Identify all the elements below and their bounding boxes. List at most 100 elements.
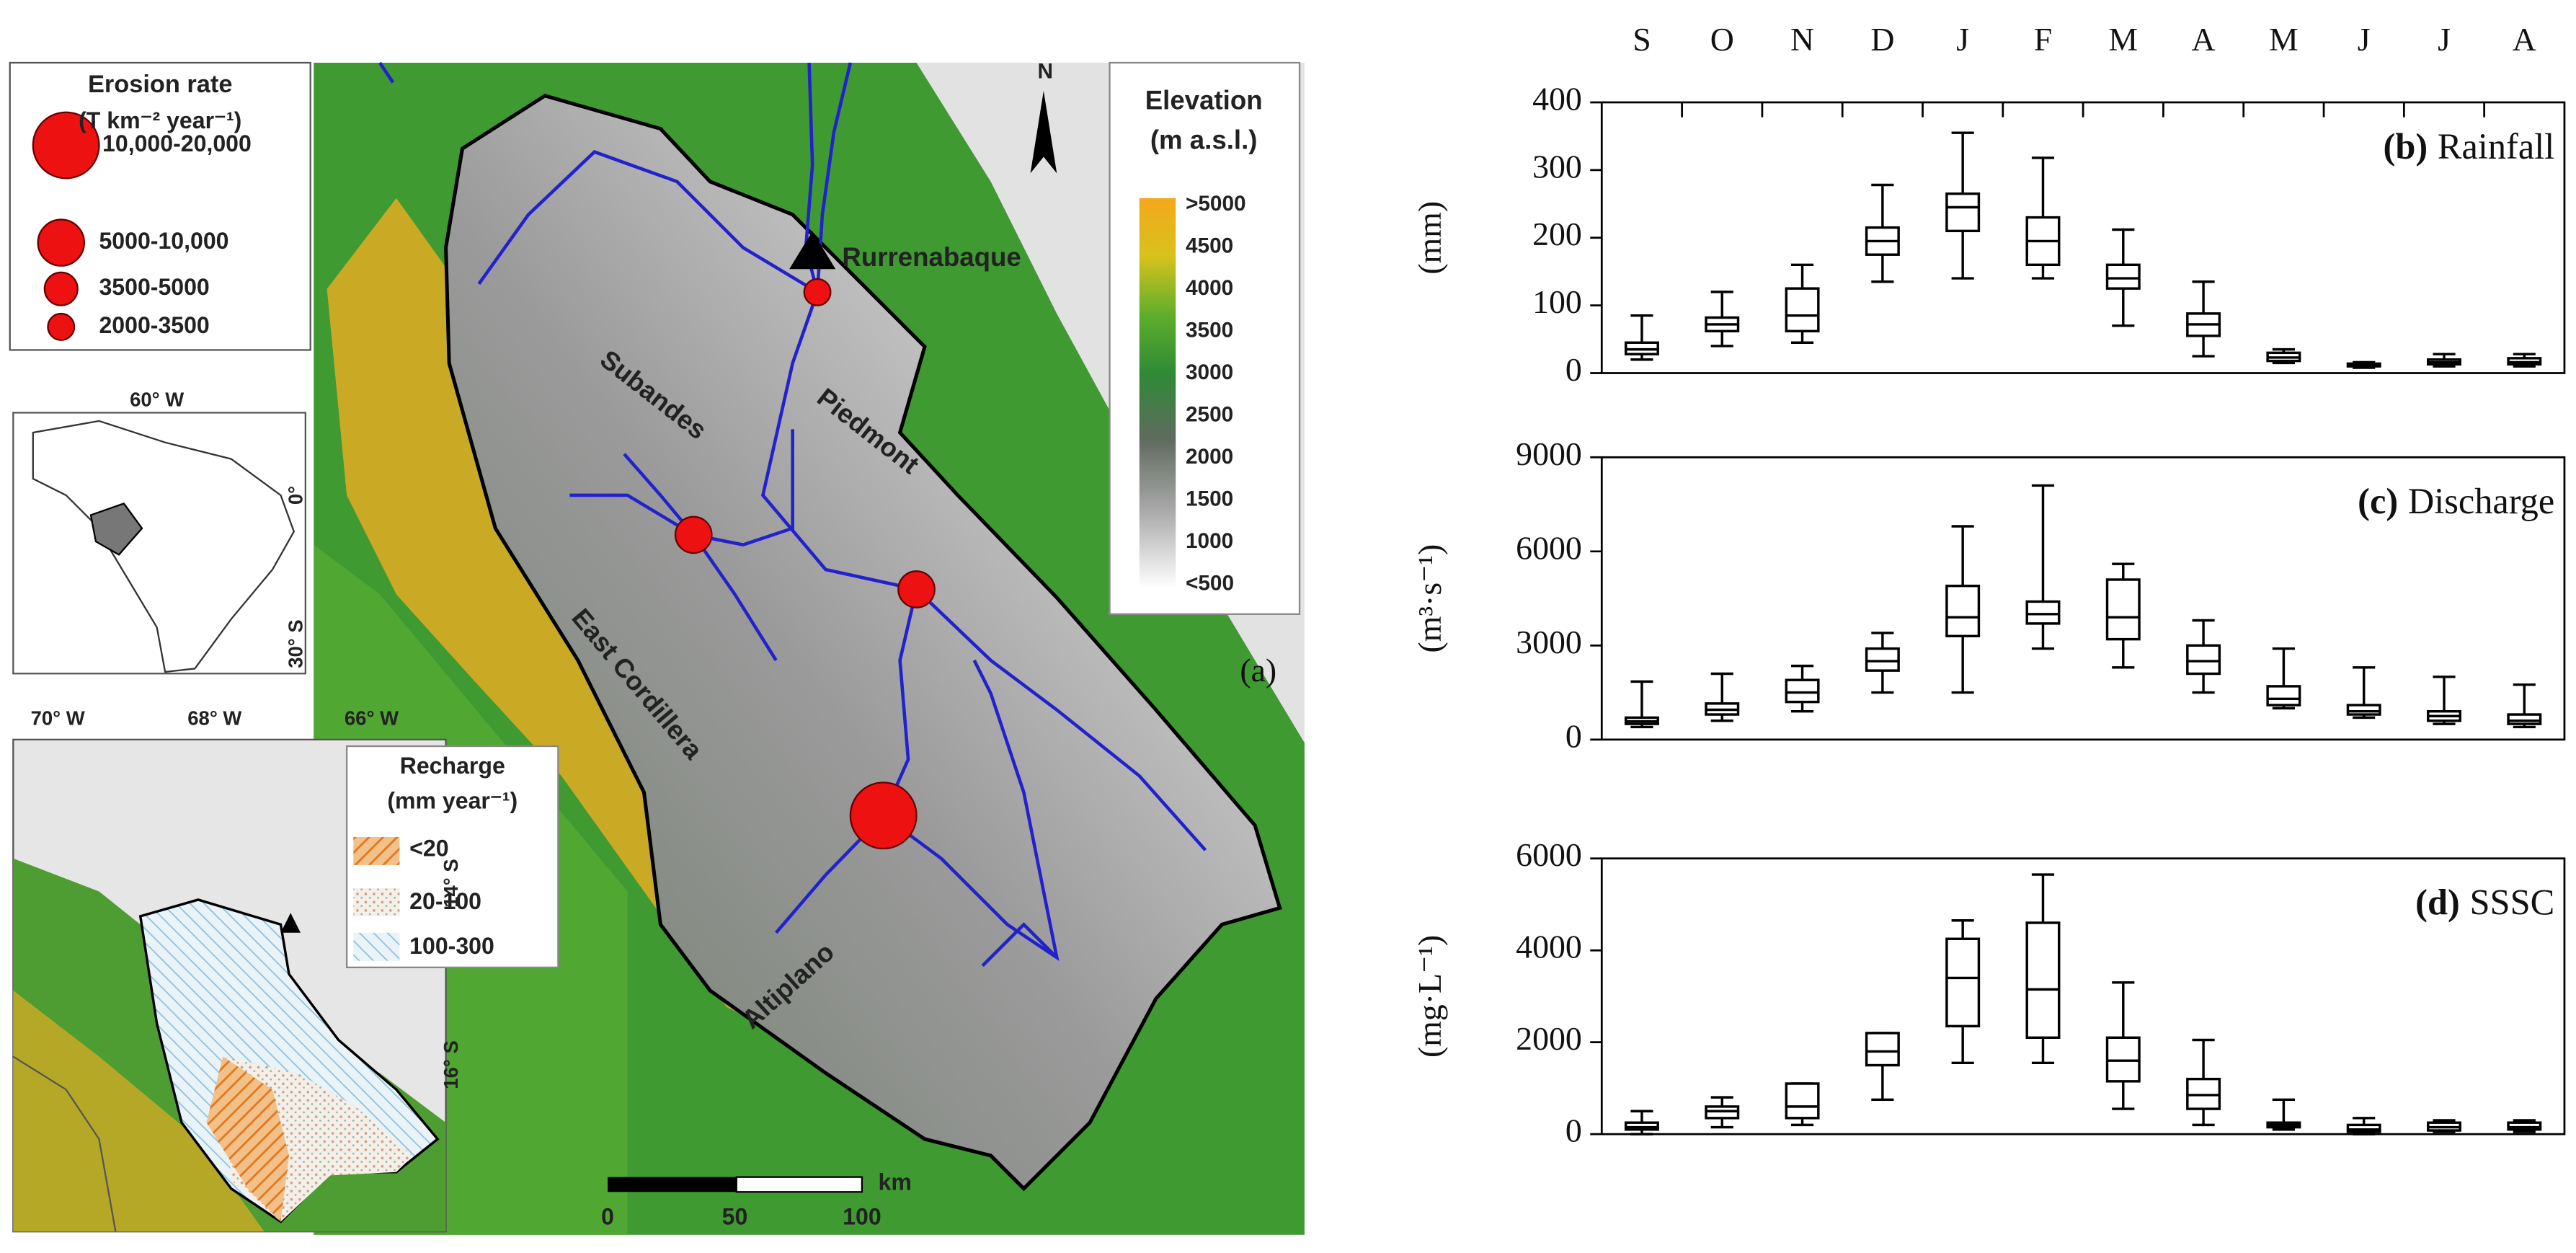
box: [2507, 713, 2542, 725]
legend-label: >5000: [1186, 192, 1246, 216]
box-plot: [1624, 314, 1659, 361]
x-tick-label: J: [2438, 21, 2451, 58]
coord-label: 60° W: [130, 389, 184, 411]
x-tick-label: M: [2108, 21, 2138, 58]
panel-label: (a): [1240, 652, 1276, 689]
legend-title: Recharge: [400, 753, 505, 779]
legend-swatch: [353, 932, 400, 961]
box-plot: [1785, 1082, 1820, 1127]
box: [1945, 937, 1981, 1028]
box: [2025, 600, 2061, 625]
box: [1785, 678, 1820, 704]
legend-label: 3500: [1186, 318, 1233, 342]
x-tick-label: O: [1710, 21, 1734, 58]
coord-label: 70° W: [31, 707, 85, 730]
coord-label: 30° S: [285, 619, 307, 668]
box-plot: [2427, 1119, 2461, 1133]
panel-title: (d) SSSC: [2415, 882, 2554, 923]
box-plot: [2266, 647, 2301, 710]
border: [12, 1055, 117, 1232]
high-terrain: [13, 990, 265, 1232]
box-plot: [2507, 1119, 2542, 1133]
legend-label: 100-300: [409, 933, 494, 959]
box: [1785, 287, 1820, 333]
box: [2186, 644, 2221, 676]
erosion-site: [803, 278, 832, 306]
panel-name: Discharge: [2408, 481, 2554, 521]
box-plot: [1705, 291, 1740, 347]
river: [477, 150, 819, 294]
town-marker: [280, 913, 301, 933]
y-tick-label: 0: [1565, 351, 1582, 388]
box-plot: [2025, 156, 2061, 280]
coord-label: 0°: [285, 486, 307, 505]
box-plot: [1624, 680, 1659, 729]
legend-unit: (mm year⁻¹): [387, 787, 518, 813]
box-plot: [1785, 263, 1820, 344]
box-plot: [2266, 1098, 2301, 1131]
box-plot: [1945, 131, 1981, 280]
legend-unit: (T km⁻² year⁻¹): [79, 107, 241, 133]
box: [1945, 192, 1981, 233]
box-plot: [1945, 525, 1981, 694]
scale-label: 100: [843, 1203, 881, 1229]
scale-bar: [608, 1177, 737, 1192]
town-marker: [789, 231, 836, 270]
erosion-site: [897, 570, 936, 608]
y-tick-label: 2000: [1516, 1020, 1582, 1057]
coord-label: 16° S: [440, 1040, 462, 1089]
box-plot: [2346, 1117, 2381, 1135]
box-plot: [1705, 672, 1740, 722]
scale-label: 50: [722, 1203, 748, 1229]
legend-label: 2000-3500: [99, 312, 209, 338]
panel-title: (c) Discharge: [2358, 481, 2554, 521]
y-tick-label: 300: [1532, 148, 1582, 185]
box: [2346, 704, 2381, 716]
legend-label: 4000: [1186, 276, 1233, 300]
panel-name: SSSC: [2470, 882, 2555, 923]
box-plot: [2186, 280, 2221, 358]
river: [915, 588, 1207, 851]
y-axis-label: (m³·s⁻¹): [1411, 544, 1448, 653]
scale-unit: km: [879, 1169, 912, 1195]
north-arrow: [1030, 90, 1057, 174]
x-tick-label: S: [1633, 21, 1651, 58]
box-plot: [1785, 664, 1820, 713]
legend-label: 3000: [1186, 360, 1233, 384]
legend-label: 2000: [1186, 445, 1233, 469]
river: [569, 429, 794, 547]
north-label: N: [1037, 60, 1053, 84]
box: [1945, 584, 1981, 637]
panel-label: (b): [2384, 126, 2428, 167]
map: [314, 61, 1305, 1235]
legend-label: 10,000-20,000: [102, 130, 252, 156]
basin-outline: [444, 94, 1282, 1192]
legend-label: 2500: [1186, 402, 1233, 426]
box-plot: [1945, 919, 1981, 1065]
erosion-legend: [9, 61, 311, 351]
legend-label: 1500: [1186, 487, 1233, 510]
river: [981, 922, 1058, 968]
place-name: Rurrenabaque: [842, 242, 1021, 272]
y-tick-label: 9000: [1516, 435, 1582, 472]
box-plot: [2346, 666, 2381, 720]
legend-label: <500: [1186, 571, 1234, 595]
legend-label: 3500-5000: [99, 274, 209, 300]
box: [2105, 263, 2141, 290]
recharge-zone: [206, 1056, 289, 1222]
legend-swatch: [353, 836, 400, 865]
legend-unit: (m a.s.l.): [1150, 125, 1258, 155]
panel-label: (d): [2415, 882, 2460, 923]
legend-label: 1000: [1186, 529, 1233, 553]
legend-label: 5000-10,000: [99, 228, 228, 254]
box: [1865, 1032, 1900, 1067]
box-plot: [1624, 1110, 1659, 1135]
box-plot: [2427, 676, 2461, 725]
box-plot: [2025, 484, 2061, 650]
legend-symbol: [32, 111, 100, 180]
x-tick-label: A: [2513, 21, 2536, 58]
coord-label: 68° W: [187, 707, 241, 730]
legend-swatch: [353, 887, 400, 916]
box: [2105, 578, 2141, 641]
